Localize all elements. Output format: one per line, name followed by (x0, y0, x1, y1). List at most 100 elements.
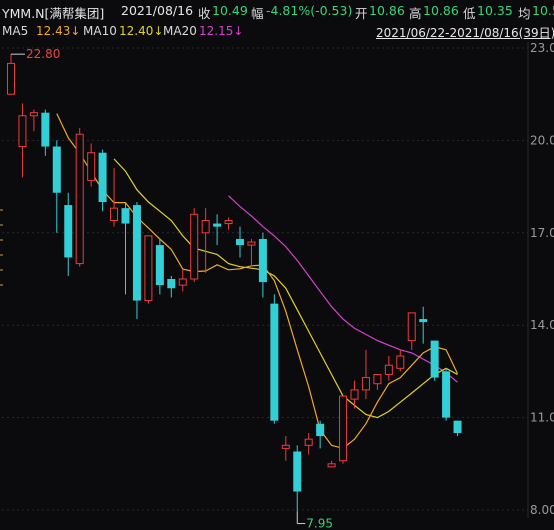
candle (190, 208, 199, 283)
ma20-value: 12.15↓ (199, 24, 244, 38)
candle-body-up (339, 395, 348, 462)
candles (7, 54, 462, 512)
change-value: -4.81%(-0.53) (266, 3, 353, 18)
candle (213, 214, 222, 246)
candle-body-up (373, 373, 382, 385)
candle-body-down (132, 205, 141, 301)
candle-body-down (167, 279, 176, 289)
candle-body-down (64, 205, 73, 258)
candle (18, 103, 27, 178)
ma20-label: MA20 (163, 24, 197, 38)
candle (373, 373, 382, 390)
candle-body-down (442, 371, 451, 418)
extreme-annotations: 22.80 7.95 (11, 47, 333, 530)
gridlines (0, 47, 528, 511)
y-tick-label: 17.00 (530, 226, 554, 240)
y-axis: 23.00 20.00 17.00 14.00 11.00 8.00 (527, 41, 554, 518)
candle-body-down (258, 238, 267, 283)
candle-body-up (178, 278, 187, 286)
candle (407, 312, 416, 350)
candle-body-down (236, 238, 244, 246)
candle (132, 202, 141, 320)
candle-body-up (144, 235, 153, 302)
candle (419, 306, 428, 344)
candle (442, 368, 451, 421)
candle-body-up (224, 219, 233, 225)
indicator-bar: MA5 12.43↓ MA10 12.40↓ MA20 12.15↓ 2021/… (0, 22, 554, 42)
candle-body-up (407, 312, 416, 342)
candle (293, 445, 302, 512)
avg-value: 10.5 (532, 3, 554, 18)
ma5-value: 12.43↓ (36, 24, 81, 38)
quote-date: 2021/08/16 (121, 3, 194, 18)
candle-body-down (453, 420, 462, 433)
candle (110, 168, 119, 227)
candle (167, 275, 176, 298)
open-value: 10.86 (369, 3, 405, 18)
candle-body-up (247, 241, 256, 246)
candle-body-up (384, 364, 393, 375)
candle-body-down (98, 152, 107, 202)
candle (327, 460, 336, 468)
candle-body-up (327, 463, 336, 468)
low-label: 低 (463, 6, 476, 21)
candle-body-down (41, 112, 50, 147)
candle (270, 294, 279, 424)
y-tick-label: 11.00 (530, 411, 554, 425)
candle (396, 349, 405, 372)
change-label: 幅 (251, 6, 264, 21)
candle (361, 349, 370, 400)
candle-body-up (350, 389, 359, 400)
candle (178, 269, 187, 292)
candle (98, 149, 107, 212)
candle-body-down (270, 303, 279, 421)
quote-header: YMM.N[满帮集团] 2021/08/16 收 10.49 幅 -4.81%(… (0, 0, 554, 22)
y-tick-label: 14.00 (530, 318, 554, 332)
ma10-label: MA10 (83, 24, 117, 38)
high-label: 高 (409, 6, 422, 21)
candle (29, 109, 38, 132)
candle-body-down (293, 451, 302, 492)
candle-body-down (52, 146, 61, 193)
y-tick-label: 8.00 (530, 503, 554, 517)
candle-body-down (213, 223, 222, 227)
ma5-line (56, 113, 459, 450)
close-value: 10.49 (212, 3, 248, 18)
candle-body-down (316, 423, 325, 437)
moving-average-lines (56, 113, 459, 450)
candle (64, 192, 73, 276)
candle (339, 395, 348, 464)
ma10-value: 12.40↓ (119, 24, 164, 38)
candle (7, 54, 15, 95)
date-range-selector[interactable]: 2021/06/22-2021/08/16(39日) (376, 26, 554, 40)
candle (144, 235, 153, 304)
candle (247, 238, 256, 267)
candle-body-up (201, 219, 210, 234)
candle (201, 208, 210, 273)
candle (258, 232, 267, 298)
y-tick-label: 23.00 (530, 41, 554, 55)
candle (52, 140, 61, 233)
candle (304, 433, 313, 455)
candle (41, 109, 50, 156)
candle (453, 420, 462, 437)
candle (75, 128, 84, 267)
ma5-label: MA5 (2, 24, 29, 38)
candle (236, 226, 244, 258)
ma10-line (113, 158, 458, 419)
candle-body-up (87, 152, 96, 181)
avg-label: 均 (518, 6, 531, 21)
candle (384, 356, 393, 381)
candle-body-up (190, 213, 199, 280)
stock-symbol: YMM.N[满帮集团] (2, 6, 105, 21)
candle-body-up (29, 112, 38, 117)
candle (155, 238, 164, 295)
low-value: 10.35 (477, 3, 513, 18)
candle (316, 420, 325, 449)
candle-body-down (155, 245, 164, 286)
candle-body-up (361, 377, 370, 391)
high-label: 22.80 (26, 47, 60, 61)
candle-body-up (110, 207, 119, 221)
candle-body-up (7, 62, 15, 95)
